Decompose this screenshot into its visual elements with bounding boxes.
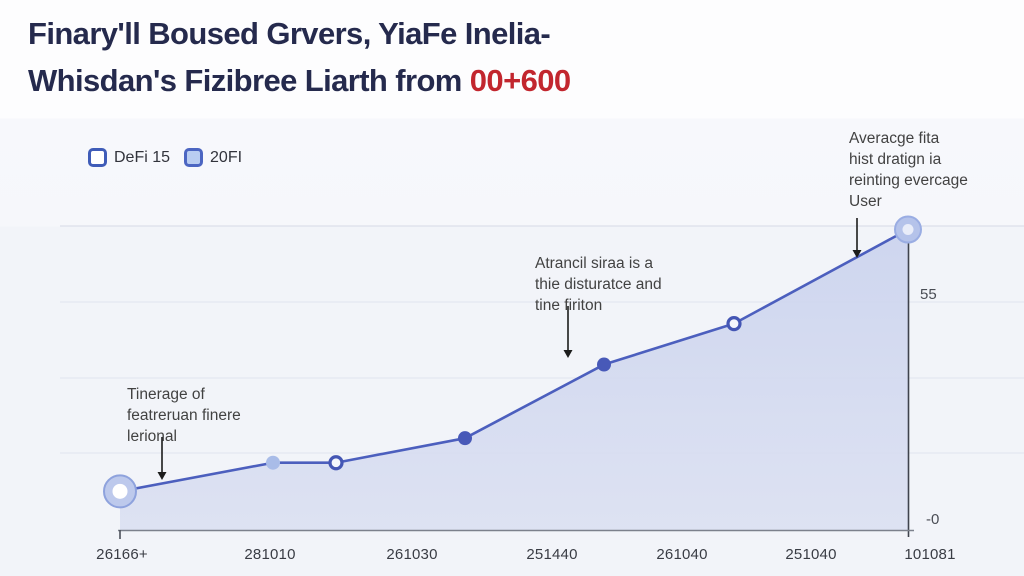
down-arrow-head-icon bbox=[157, 472, 167, 480]
x-tick-label: 251440 bbox=[526, 546, 578, 563]
legend-item[interactable]: 20FI bbox=[184, 148, 242, 167]
annotation-line: thie disturatce and bbox=[535, 276, 662, 293]
y-tick-label: 55 bbox=[920, 286, 937, 303]
title-line2: Whisdan's Fizibree Liarth from bbox=[28, 63, 470, 98]
annotation: Averacge fita hist dratign ia reinting eve… bbox=[849, 128, 968, 212]
down-arrow-head-icon bbox=[563, 350, 573, 358]
data-point-marker bbox=[328, 455, 344, 471]
down-arrow-head-icon bbox=[852, 250, 862, 258]
x-axis-labels: 26166+ 281010 261030 251440 261040 251040 1010… bbox=[0, 546, 1024, 570]
annotation-line: featreruan finere bbox=[127, 407, 241, 424]
data-point-marker bbox=[266, 455, 280, 470]
legend-swatch-icon bbox=[88, 148, 107, 167]
legend-swatch-icon bbox=[184, 148, 204, 167]
x-tick-label: 101081 bbox=[904, 546, 956, 563]
x-tick-label: 281010 bbox=[244, 546, 296, 563]
annotation-line: tine firiton bbox=[535, 297, 603, 314]
data-point-marker bbox=[458, 431, 472, 446]
annotation-line: Atrancil siraa is a bbox=[535, 255, 654, 272]
legend-item[interactable]: DeFi 15 bbox=[88, 148, 170, 167]
annotation-line: reinting evercage bbox=[849, 172, 968, 189]
data-point-marker-center bbox=[902, 224, 914, 236]
legend-item-label: DeFi 15 bbox=[114, 148, 171, 166]
x-tick-label: 261040 bbox=[656, 546, 708, 563]
annotation-line: User bbox=[849, 193, 882, 210]
page-title: Finary'll Boused Grvers, YiaFe Inelia- Wh… bbox=[28, 10, 571, 104]
annotation-line: Averacge fita bbox=[849, 130, 940, 147]
legend-item-label: 20FI bbox=[210, 148, 243, 166]
area-fill bbox=[120, 229, 908, 530]
data-point-marker-center bbox=[112, 483, 128, 499]
title-highlight: 00+600 bbox=[469, 63, 571, 98]
annotation: Atrancil siraa is a thie disturatce and ti… bbox=[535, 253, 662, 316]
chart-legend: DeFi 15 20FI bbox=[88, 148, 242, 167]
data-point-marker bbox=[597, 357, 611, 372]
annotation-line: hist dratign ia bbox=[849, 151, 942, 168]
x-tick-label: 26166+ bbox=[96, 546, 148, 563]
annotation-line: Tinerage of bbox=[127, 386, 205, 403]
title-line1: Finary'll Boused Grvers, YiaFe Inelia- bbox=[28, 16, 551, 51]
y-tick-label: -0 bbox=[926, 511, 940, 528]
x-tick-label: 251040 bbox=[785, 546, 837, 563]
data-point-marker bbox=[726, 316, 742, 332]
x-tick-label: 261030 bbox=[386, 546, 438, 563]
annotation-line: lerional bbox=[127, 428, 177, 445]
annotation: Tinerage of featreruan finere lerional bbox=[127, 384, 241, 447]
